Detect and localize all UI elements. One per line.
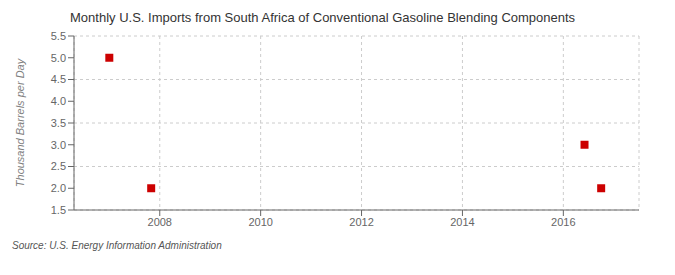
svg-text:1.5: 1.5 [51, 204, 66, 216]
svg-text:2010: 2010 [248, 216, 272, 228]
svg-text:4.0: 4.0 [51, 95, 66, 107]
html-text:Source: U.S. Energy Informatio: Source: U.S. Energy Information Administ… [12, 240, 222, 251]
svg-text:2012: 2012 [349, 216, 373, 228]
svg-text:5.0: 5.0 [51, 52, 66, 64]
svg-text:2016: 2016 [551, 216, 575, 228]
svg-text:2014: 2014 [450, 216, 474, 228]
svg-text:2.0: 2.0 [51, 182, 66, 194]
svg-text:3.0: 3.0 [51, 139, 66, 151]
svg-text:5.5: 5.5 [51, 30, 66, 42]
svg-text:2008: 2008 [148, 216, 172, 228]
html-text:Monthly U.S. Imports from Sout: Monthly U.S. Imports from South Africa o… [70, 10, 576, 25]
svg-text:3.5: 3.5 [51, 117, 66, 129]
svg-text:4.5: 4.5 [51, 73, 66, 85]
svg-text:2.5: 2.5 [51, 160, 66, 172]
svg-text:Thousand Barrels per Day: Thousand Barrels per Day [14, 57, 26, 187]
